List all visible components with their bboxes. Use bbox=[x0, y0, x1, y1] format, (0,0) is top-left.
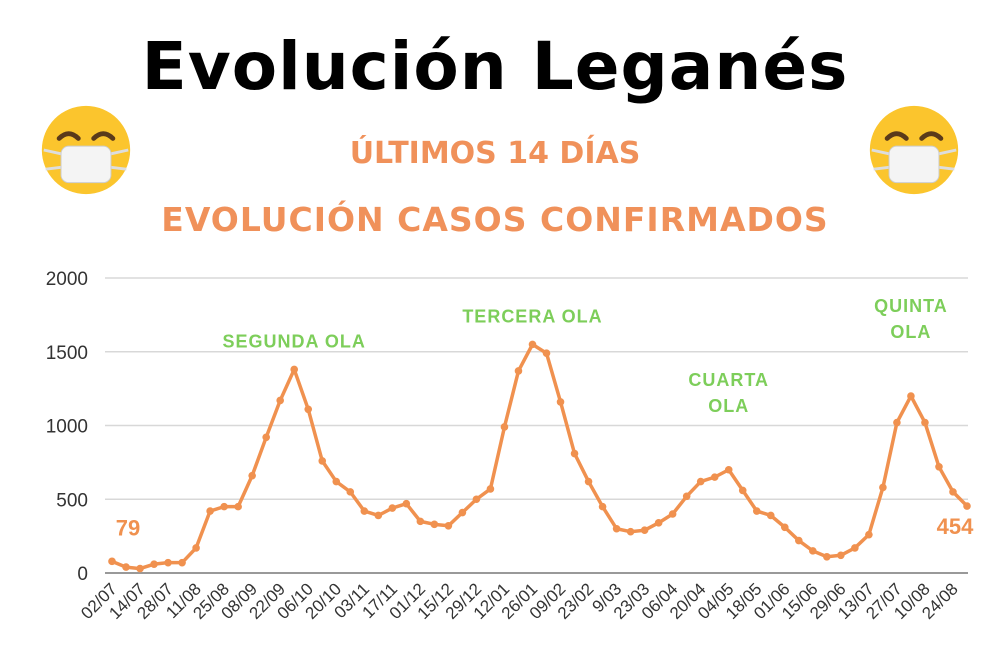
data-point bbox=[122, 563, 130, 571]
data-point bbox=[514, 367, 523, 375]
data-point bbox=[472, 495, 481, 504]
data-point bbox=[837, 551, 845, 560]
data-point bbox=[921, 418, 929, 427]
data-point bbox=[752, 507, 761, 515]
data-point bbox=[654, 519, 663, 527]
data-point bbox=[598, 502, 607, 511]
data-point bbox=[304, 405, 313, 414]
data-point bbox=[528, 340, 537, 349]
data-point bbox=[612, 524, 621, 533]
data-point bbox=[178, 558, 186, 567]
wave-annotation: SEGUNDA OLA bbox=[223, 331, 366, 351]
data-point bbox=[388, 504, 397, 512]
wave-annotation: QUINTA bbox=[874, 296, 948, 316]
series-line bbox=[111, 342, 969, 571]
data-point bbox=[696, 477, 705, 486]
data-point bbox=[766, 511, 775, 520]
data-point bbox=[374, 511, 383, 520]
data-point bbox=[164, 558, 172, 567]
data-point bbox=[500, 423, 509, 431]
chart-title: EVOLUCIÓN CASOS CONFIRMADOS bbox=[161, 200, 829, 239]
data-point bbox=[248, 471, 256, 480]
page-title: Evolución Leganés bbox=[141, 28, 849, 105]
data-point bbox=[206, 507, 214, 515]
data-point bbox=[949, 488, 957, 496]
wave-annotation: OLA bbox=[890, 322, 931, 342]
data-point bbox=[402, 499, 411, 508]
data-point bbox=[444, 522, 453, 530]
data-label: 454 bbox=[937, 514, 974, 539]
data-point bbox=[668, 510, 677, 518]
subtitle-last-14-days: ÚLTIMOS 14 DÍAS bbox=[349, 136, 641, 171]
data-point bbox=[780, 523, 789, 532]
data-point bbox=[234, 502, 242, 511]
data-point bbox=[192, 544, 200, 552]
data-point bbox=[865, 530, 873, 539]
y-tick-label: 1000 bbox=[46, 417, 88, 438]
data-point bbox=[136, 564, 144, 573]
data-point bbox=[416, 517, 425, 526]
data-point bbox=[458, 508, 467, 517]
data-point bbox=[893, 418, 901, 427]
data-point bbox=[626, 527, 635, 536]
data-point bbox=[879, 483, 887, 492]
y-tick-label: 1500 bbox=[46, 343, 88, 364]
data-point bbox=[738, 486, 747, 495]
data-point bbox=[486, 485, 495, 493]
data-point bbox=[556, 398, 565, 406]
data-point bbox=[682, 492, 691, 501]
data-point bbox=[542, 349, 551, 358]
face-with-medical-mask-icon bbox=[41, 105, 131, 195]
y-tick-label: 500 bbox=[56, 490, 88, 511]
data-point bbox=[570, 449, 579, 458]
data-point bbox=[290, 365, 299, 374]
y-tick-label: 2000 bbox=[46, 269, 88, 290]
data-point bbox=[724, 465, 733, 474]
wave-annotation: CUARTA bbox=[688, 370, 769, 390]
data-point bbox=[220, 502, 228, 511]
data-point bbox=[276, 396, 284, 405]
data-point bbox=[809, 547, 817, 555]
data-point bbox=[108, 557, 116, 566]
data-point bbox=[935, 463, 943, 471]
data-point bbox=[823, 552, 831, 561]
data-label: 79 bbox=[116, 515, 140, 540]
data-point bbox=[318, 457, 327, 465]
data-point bbox=[150, 560, 158, 568]
data-point bbox=[430, 520, 439, 529]
data-point bbox=[346, 488, 355, 496]
data-point bbox=[584, 477, 593, 486]
y-tick-label: 0 bbox=[77, 564, 88, 585]
data-point bbox=[795, 536, 803, 545]
face-with-medical-mask-icon bbox=[869, 105, 959, 195]
data-point bbox=[332, 477, 341, 486]
data-point bbox=[710, 473, 719, 481]
data-point bbox=[907, 392, 915, 400]
wave-annotation: OLA bbox=[708, 396, 749, 416]
data-point bbox=[851, 544, 859, 552]
data-point bbox=[640, 526, 649, 535]
data-point bbox=[262, 433, 270, 442]
data-point bbox=[360, 507, 369, 515]
wave-annotation: TERCERA OLA bbox=[462, 306, 602, 326]
data-point bbox=[963, 502, 971, 510]
